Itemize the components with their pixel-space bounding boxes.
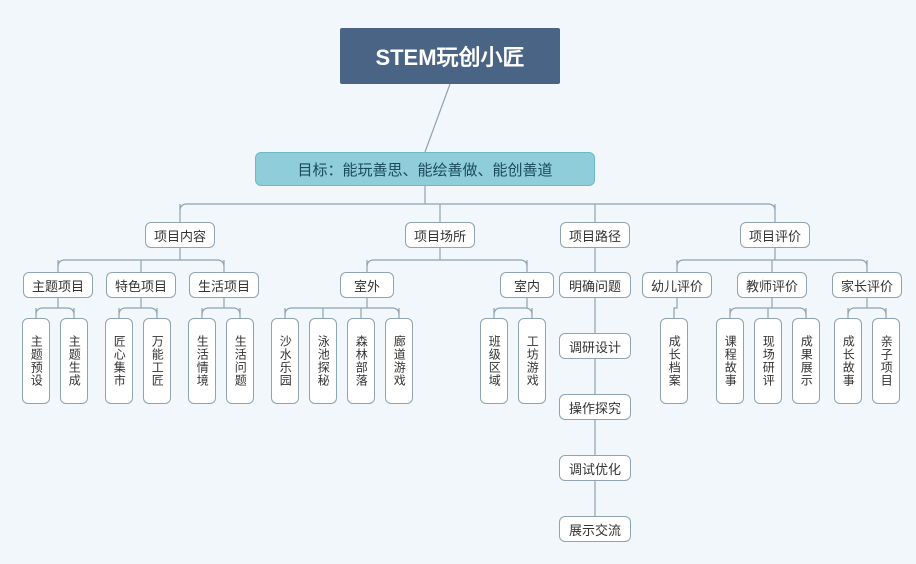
path-step-2: 调研设计 <box>559 333 631 359</box>
content-feature: 特色项目 <box>106 272 176 298</box>
leaf-universal-craftsman: 万能工匠 <box>143 318 171 404</box>
leaf-class-area: 班级区域 <box>480 318 508 404</box>
leaf-forest-tribe: 森林部落 <box>347 318 375 404</box>
eval-teacher: 教师评价 <box>737 272 807 298</box>
leaf-growth-archive: 成长档案 <box>660 318 688 404</box>
eval-child: 幼儿评价 <box>642 272 712 298</box>
branch-place: 项目场所 <box>405 222 475 248</box>
root-node: STEM玩创小匠 <box>340 28 560 84</box>
leaf-theme-generate: 主题生成 <box>60 318 88 404</box>
leaf-sand-water: 沙水乐园 <box>271 318 299 404</box>
leaf-workshop-game: 工坊游戏 <box>518 318 546 404</box>
path-step-1: 明确问题 <box>559 272 631 298</box>
branch-content: 项目内容 <box>145 222 215 248</box>
place-outdoor: 室外 <box>340 272 394 298</box>
leaf-course-story: 课程故事 <box>716 318 744 404</box>
path-step-4: 调试优化 <box>559 455 631 481</box>
eval-parent: 家长评价 <box>832 272 902 298</box>
leaf-parent-child-project: 亲子项目 <box>872 318 900 404</box>
leaf-theme-preset: 主题预设 <box>22 318 50 404</box>
content-theme: 主题项目 <box>23 272 93 298</box>
goal-node: 目标：能玩善思、能绘善做、能创善道 <box>255 152 595 186</box>
branch-path: 项目路径 <box>560 222 630 248</box>
leaf-life-problem: 生活问题 <box>226 318 254 404</box>
leaf-growth-story: 成长故事 <box>834 318 862 404</box>
leaf-life-context: 生活情境 <box>188 318 216 404</box>
leaf-craft-market: 匠心集市 <box>105 318 133 404</box>
branch-eval: 项目评价 <box>740 222 810 248</box>
place-indoor: 室内 <box>500 272 554 298</box>
content-life: 生活项目 <box>189 272 259 298</box>
path-step-5: 展示交流 <box>559 516 631 542</box>
leaf-corridor-game: 廊道游戏 <box>385 318 413 404</box>
leaf-pool-explore: 泳池探秘 <box>309 318 337 404</box>
path-step-3: 操作探究 <box>559 394 631 420</box>
leaf-onsite-review: 现场研评 <box>754 318 782 404</box>
leaf-result-show: 成果展示 <box>792 318 820 404</box>
